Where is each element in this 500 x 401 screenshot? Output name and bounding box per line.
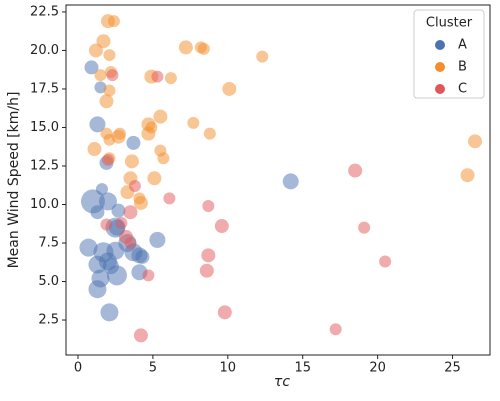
x-tick-label: 5 — [149, 361, 157, 376]
point — [329, 323, 342, 336]
point — [142, 269, 155, 282]
x-tick-label: 0 — [74, 361, 82, 376]
y-tick-label: 7.5 — [38, 236, 59, 251]
point — [157, 152, 170, 165]
y-tick-label: 5.0 — [38, 274, 59, 289]
point — [164, 72, 177, 85]
point — [197, 42, 210, 55]
point — [80, 189, 105, 214]
y-tick-label: 15.0 — [30, 120, 59, 135]
point — [124, 237, 137, 250]
legend-title: Cluster — [426, 16, 473, 31]
x-tick-label: 10 — [220, 361, 237, 376]
point — [100, 218, 113, 231]
legend-marker — [435, 84, 445, 94]
point — [133, 328, 148, 343]
point — [101, 153, 114, 166]
point — [135, 249, 150, 264]
point — [199, 263, 214, 278]
point — [89, 116, 106, 133]
point — [79, 238, 98, 257]
point — [128, 180, 141, 193]
point — [102, 258, 119, 275]
point — [256, 50, 269, 63]
point — [88, 280, 107, 299]
point — [358, 221, 371, 234]
x-tick-label: 20 — [369, 361, 386, 376]
point — [98, 192, 117, 211]
point — [113, 127, 126, 140]
point — [201, 248, 216, 263]
point — [100, 303, 119, 322]
y-tick-label: 10.0 — [30, 197, 59, 212]
y-tick-label: 22.5 — [30, 4, 59, 19]
point — [94, 69, 107, 82]
y-axis-label: Mean Wind Speed [km/h] — [6, 92, 22, 269]
y-tick-label: 17.5 — [30, 81, 59, 96]
point — [149, 231, 166, 248]
y-tick-label: 2.5 — [38, 313, 59, 328]
point — [222, 81, 237, 96]
point — [124, 154, 139, 169]
point — [348, 163, 363, 178]
point — [203, 127, 216, 140]
point — [379, 255, 392, 268]
point — [115, 216, 128, 229]
point — [87, 142, 102, 157]
point — [153, 109, 168, 124]
point — [468, 134, 483, 149]
point — [88, 43, 103, 58]
point — [151, 70, 164, 83]
x-axis-label: τc — [274, 374, 290, 390]
legend-label: A — [458, 38, 467, 53]
y-tick-label: 12.5 — [30, 158, 59, 173]
point — [202, 200, 215, 213]
point — [214, 219, 229, 234]
point — [133, 195, 148, 210]
point — [187, 116, 200, 129]
point — [460, 168, 475, 183]
legend-marker — [435, 40, 445, 50]
x-tick-label: 25 — [444, 361, 461, 376]
x-tick-label: 15 — [294, 361, 311, 376]
point — [111, 203, 126, 218]
point — [123, 205, 138, 220]
point — [103, 49, 116, 62]
legend-box — [413, 9, 485, 99]
point — [100, 127, 113, 140]
point — [217, 305, 232, 320]
y-tick-label: 20.0 — [30, 43, 59, 58]
point — [84, 60, 99, 75]
legend-label: B — [458, 60, 467, 75]
legend-marker — [435, 62, 445, 72]
point — [145, 121, 158, 134]
point — [106, 69, 119, 82]
plot-frame — [65, 4, 491, 356]
point — [147, 171, 162, 186]
legend-label: C — [458, 82, 467, 97]
point — [107, 15, 120, 28]
point — [103, 84, 116, 97]
point — [282, 173, 299, 190]
point — [126, 135, 141, 150]
point — [163, 192, 176, 205]
point — [99, 94, 114, 109]
point — [178, 40, 193, 55]
